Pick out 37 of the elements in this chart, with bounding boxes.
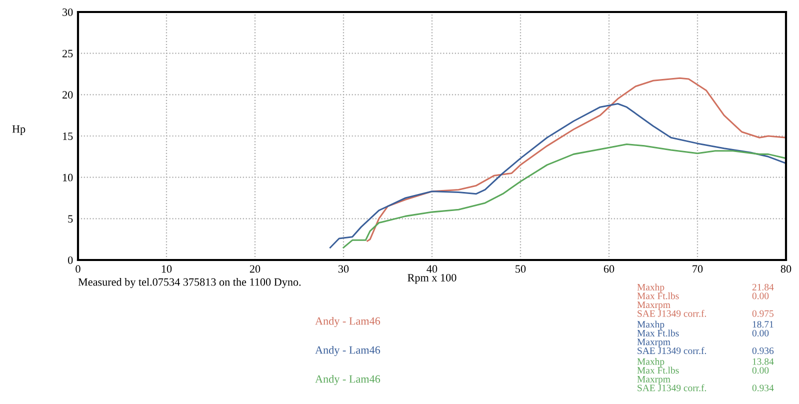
x-axis-title: Rpm x 100: [408, 274, 456, 284]
x-tick-label: 30: [338, 265, 349, 273]
y-tick-label: 25: [62, 50, 73, 58]
text: Maxhp 21.84: [637, 284, 774, 292]
x-tick-label: 40: [426, 265, 438, 273]
text: Maxhp 18.71: [637, 320, 774, 330]
y-tick-label: 20: [62, 91, 73, 99]
text: Max Ft.lbs 0.00: [637, 330, 769, 336]
y-tick-label: 30: [62, 8, 73, 16]
y-axis-title: Hp: [12, 125, 26, 136]
x-tick-label: 70: [692, 265, 703, 273]
text: Andy - Lam46: [315, 374, 380, 386]
x-tick-label: 50: [516, 265, 526, 273]
text: Maxrpm: [637, 376, 670, 384]
y-tick-label: 0: [68, 256, 73, 264]
x-tick-label: 20: [250, 265, 260, 273]
text: SAE J1349 corr.f. 0.934: [638, 384, 774, 392]
x-tick-label: 80: [780, 265, 792, 273]
line-series: [329, 102, 786, 248]
text: Maxrpm: [637, 338, 670, 348]
y-tick-label: 10: [63, 174, 73, 182]
x-tick-label: 0: [76, 265, 80, 273]
line-series: [366, 77, 786, 242]
line-series: [342, 144, 786, 248]
text: SAE J1349 corr.f. 0.936: [638, 347, 774, 354]
text: Maxrpm: [637, 302, 670, 310]
text: Maxhp 13.84: [637, 358, 774, 367]
text: Andy - Lam46: [315, 346, 380, 356]
text: Max Ft.lbs 0.00: [637, 366, 769, 374]
text: Andy - Lam46: [315, 316, 380, 328]
y-tick-label: 5: [68, 215, 73, 223]
text: Max Ft.lbs 0.00: [637, 292, 769, 300]
x-tick-label: 60: [604, 265, 614, 273]
y-tick-label: 15: [63, 132, 73, 140]
text: Measured by tel.07534 375813 on the 1100 Dyno.: [78, 278, 301, 288]
x-tick-label: 10: [162, 265, 172, 273]
text: SAE J1349 corr.f. 0.975: [638, 310, 774, 317]
